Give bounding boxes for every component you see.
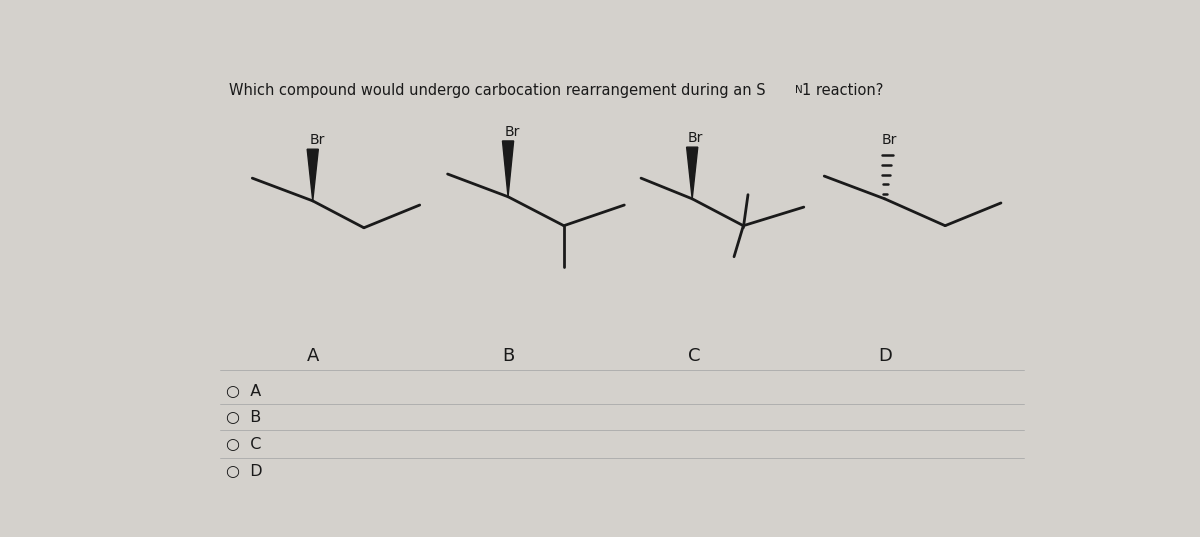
Text: Br: Br [310, 133, 325, 147]
Text: ○  B: ○ B [227, 410, 262, 425]
Text: ○  C: ○ C [227, 437, 262, 452]
Text: Br: Br [688, 131, 703, 145]
Text: Which compound would undergo carbocation rearrangement during an S: Which compound would undergo carbocation… [229, 83, 766, 98]
Text: Br: Br [882, 133, 898, 147]
Text: N: N [796, 85, 803, 95]
Text: 1 reaction?: 1 reaction? [802, 83, 883, 98]
Text: ○  A: ○ A [227, 383, 262, 398]
Text: C: C [688, 347, 701, 365]
Text: A: A [306, 347, 319, 365]
Text: B: B [502, 347, 514, 365]
Polygon shape [503, 141, 514, 197]
Text: ○  D: ○ D [227, 464, 263, 479]
Polygon shape [686, 147, 697, 199]
Text: D: D [877, 347, 892, 365]
Polygon shape [307, 149, 318, 201]
Text: Br: Br [505, 125, 521, 139]
